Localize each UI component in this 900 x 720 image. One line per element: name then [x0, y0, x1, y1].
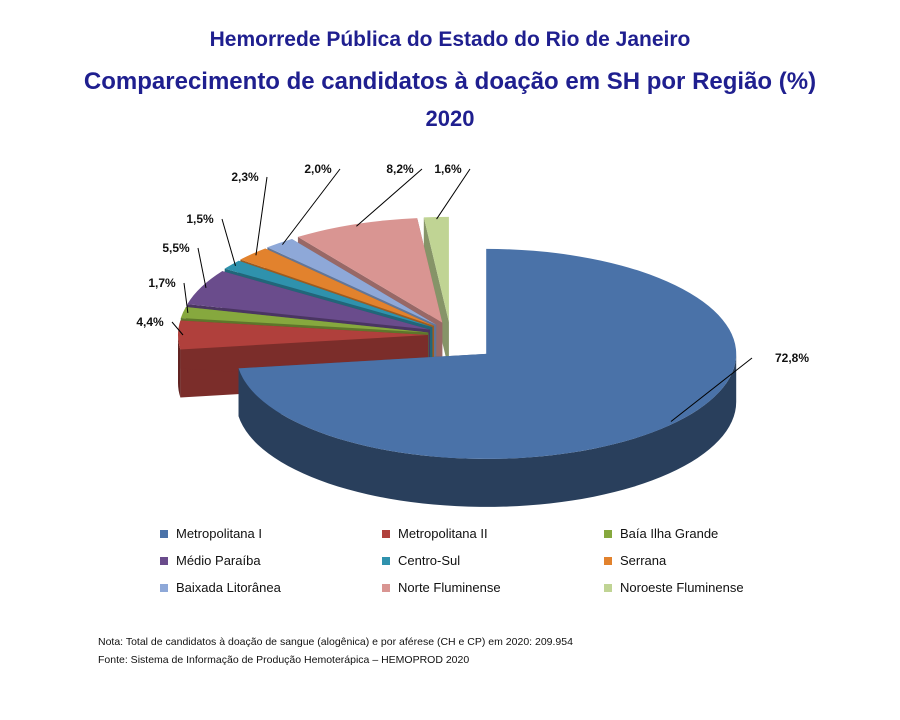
- legend-swatch: [604, 529, 612, 538]
- legend-swatch: [382, 529, 390, 538]
- leader-line: [183, 282, 189, 313]
- legend-label: Norte Fluminense: [398, 580, 501, 595]
- legend-label: Médio Paraíba: [176, 553, 261, 568]
- pie-slice-noroeste-fluminense: [423, 216, 449, 370]
- leader-line: [221, 218, 236, 267]
- legend-item: Serrana: [604, 553, 804, 568]
- legend-swatch: [604, 556, 612, 565]
- legend-item: Norte Fluminense: [382, 580, 604, 595]
- legend-label: Serrana: [620, 553, 667, 568]
- leader-line: [670, 357, 753, 422]
- leader-line: [255, 176, 268, 256]
- leader-line: [197, 247, 207, 288]
- legend-swatch: [160, 583, 168, 592]
- legend-item: Baixada Litorânea: [160, 580, 382, 595]
- legend-swatch: [604, 583, 612, 592]
- data-label: 1,5%: [186, 212, 214, 226]
- note-text: Nota: Total de candidatos à doação de sa…: [98, 636, 573, 648]
- data-label: 2,3%: [231, 170, 259, 184]
- leader-line: [356, 168, 423, 227]
- pie-chart: 72,8% 4,4% 1,7% 5,5% 1,5% 2,3% 2,0% 8,2% 1,6%: [136, 162, 809, 507]
- leader-line: [282, 168, 341, 245]
- leader-line: [436, 168, 471, 220]
- legend-label: Baía Ilha Grande: [620, 526, 719, 541]
- source-text: Fonte: Sistema de Informação de Produção…: [98, 654, 470, 666]
- data-label: 72,8%: [775, 351, 809, 365]
- legend-swatch: [382, 556, 390, 565]
- chart-title-line1: Hemorrede Pública do Estado do Rio de Ja…: [209, 28, 691, 51]
- data-label: 1,7%: [148, 276, 176, 290]
- legend-label: Baixada Litorânea: [176, 580, 281, 595]
- data-label: 4,4%: [136, 315, 164, 329]
- leader-line: [171, 321, 184, 336]
- legend-swatch: [160, 529, 168, 538]
- data-label: 1,6%: [434, 162, 462, 176]
- legend-item: Baía Ilha Grande: [604, 526, 804, 541]
- legend-item: Noroeste Fluminense: [604, 580, 804, 595]
- chart-year: 2020: [425, 106, 475, 131]
- legend-item: Metropolitana II: [382, 526, 604, 541]
- legend-swatch: [382, 583, 390, 592]
- legend-swatch: [160, 556, 168, 565]
- legend-label: Centro-Sul: [398, 553, 461, 568]
- data-label: 5,5%: [162, 241, 190, 255]
- legend-item: Médio Paraíba: [160, 553, 382, 568]
- pie-slice-metropolitana-i: [238, 248, 737, 507]
- legend-item: Metropolitana I: [160, 526, 382, 541]
- legend-item: Centro-Sul: [382, 553, 604, 568]
- legend-label: Noroeste Fluminense: [620, 580, 744, 595]
- legend-label: Metropolitana II: [398, 526, 488, 541]
- chart-notes: Nota: Total de candidatos à doação de sa…: [98, 633, 573, 669]
- data-label: 8,2%: [386, 162, 414, 176]
- data-label: 2,0%: [304, 162, 332, 176]
- legend-label: Metropolitana I: [176, 526, 262, 541]
- chart-title: Comparecimento de candidatos à doação em…: [83, 68, 817, 95]
- chart-legend: Metropolitana I Metropolitana II Baía Ilha…: [160, 526, 800, 595]
